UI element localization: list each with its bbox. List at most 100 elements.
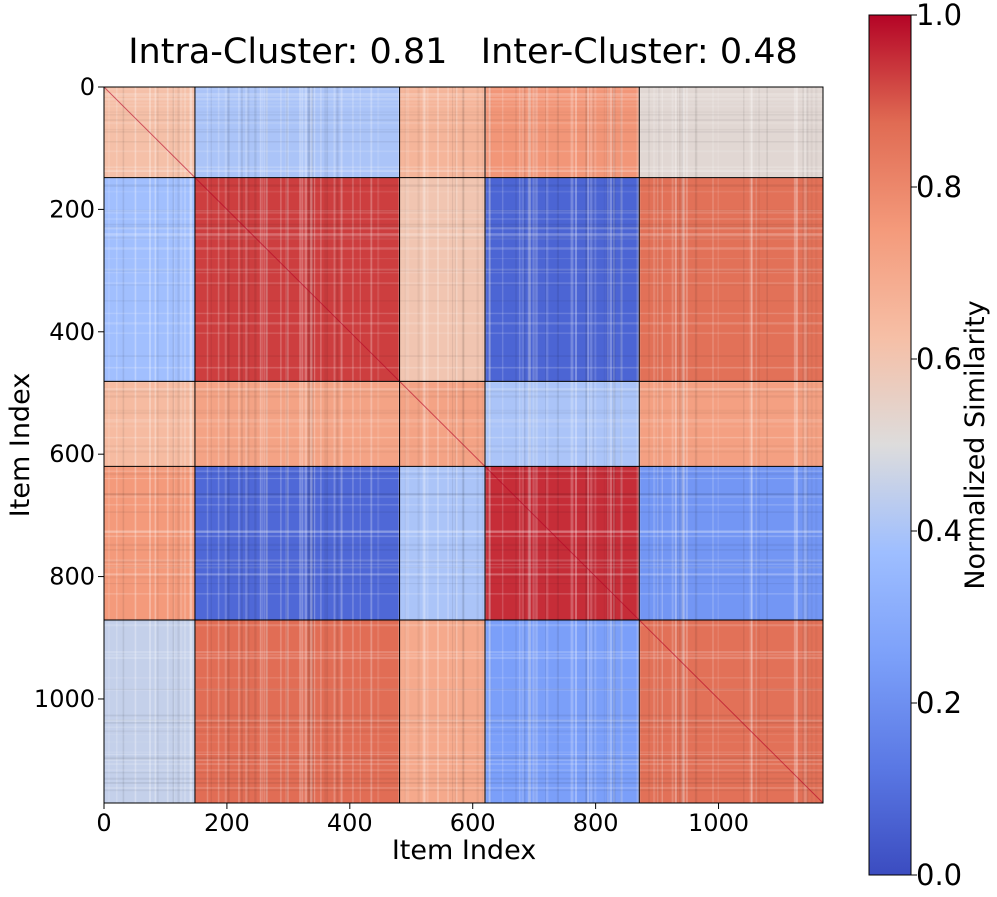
- column-stripe: [694, 87, 698, 803]
- colorbar-tick-label: 0.0: [916, 858, 962, 892]
- column-stripe: [286, 87, 288, 803]
- column-stripe: [476, 87, 479, 803]
- row-stripe: [104, 300, 823, 302]
- column-stripe: [455, 87, 458, 803]
- row-stripe: [104, 233, 823, 236]
- column-stripe: [259, 87, 262, 803]
- row-stripe: [104, 730, 823, 732]
- column-stripe: [535, 87, 538, 803]
- row-stripe: [104, 759, 823, 761]
- column-stripe: [528, 87, 531, 803]
- column-stripe: [261, 87, 264, 803]
- column-stripe: [758, 87, 760, 803]
- row-stripe: [104, 421, 823, 423]
- column-stripe: [308, 87, 311, 803]
- column-stripe: [612, 87, 615, 803]
- colorbar-tick-label: 0.6: [916, 342, 962, 376]
- column-stripe: [247, 87, 250, 803]
- column-stripe: [173, 87, 175, 803]
- column-stripe: [482, 87, 483, 803]
- row-stripe: [104, 111, 823, 113]
- row-stripe: [104, 88, 823, 91]
- row-stripe: [104, 447, 823, 450]
- column-stripe: [755, 87, 757, 803]
- column-stripe: [370, 87, 373, 803]
- column-stripe: [210, 87, 212, 803]
- row-stripe: [104, 726, 823, 729]
- column-stripe: [521, 87, 525, 803]
- column-stripe: [607, 87, 609, 803]
- heatmap-block-0-1: [194, 87, 400, 178]
- column-stripe: [815, 87, 817, 803]
- column-stripe: [590, 87, 592, 803]
- column-stripe: [529, 87, 531, 803]
- column-stripe: [299, 87, 302, 803]
- y-tick-label: 800: [49, 563, 95, 591]
- y-tick-label: 200: [49, 195, 95, 223]
- column-stripe: [304, 87, 308, 803]
- y-tick-label: 0: [80, 73, 95, 101]
- column-stripe: [795, 87, 798, 803]
- heatmap-block-1-0: [104, 177, 195, 382]
- column-stripe: [227, 87, 229, 803]
- x-tick-label: 200: [204, 809, 250, 837]
- row-stripe: [104, 756, 823, 759]
- column-stripe: [398, 87, 400, 803]
- row-stripe: [104, 119, 823, 121]
- row-stripe: [104, 322, 823, 325]
- heatmap-block-4-0: [104, 620, 195, 803]
- heatmap-block-3-4: [639, 466, 823, 621]
- column-stripe: [436, 87, 439, 803]
- heatmap-block-0-2: [399, 87, 486, 178]
- column-stripe: [678, 87, 681, 803]
- heatmap-block-2-1: [194, 381, 400, 467]
- row-stripe: [104, 530, 823, 533]
- column-stripe: [657, 87, 660, 803]
- row-stripe: [104, 395, 823, 398]
- column-stripe: [285, 87, 288, 803]
- column-stripe: [417, 87, 420, 803]
- column-stripe: [179, 87, 183, 803]
- row-stripe: [104, 237, 823, 239]
- heatmap-block-1-3: [485, 177, 640, 382]
- row-stripe: [104, 789, 823, 792]
- row-stripe: [104, 777, 823, 780]
- row-stripe: [104, 272, 823, 274]
- row-stripe: [104, 141, 823, 143]
- column-stripe: [805, 87, 808, 803]
- row-stripe: [104, 418, 823, 422]
- column-stripe: [228, 87, 231, 803]
- row-stripe: [104, 410, 823, 412]
- column-stripe: [657, 87, 659, 803]
- row-stripe: [104, 93, 823, 96]
- plot-frame: [103, 86, 824, 804]
- column-stripe: [336, 87, 339, 803]
- column-stripe: [245, 87, 248, 803]
- column-stripe: [572, 87, 574, 803]
- column-stripe: [422, 87, 425, 803]
- colorbar-label: Normalized Similarity: [960, 300, 991, 589]
- column-stripe: [523, 87, 526, 803]
- row-stripe: [104, 772, 823, 774]
- row-stripe: [104, 218, 823, 220]
- column-stripe: [172, 87, 175, 803]
- column-stripe: [654, 87, 656, 803]
- row-stripe: [104, 624, 823, 627]
- column-stripe: [310, 87, 312, 803]
- row-stripe: [104, 677, 823, 679]
- row-stripe: [104, 128, 823, 130]
- row-stripe: [104, 493, 823, 496]
- column-stripe: [515, 87, 517, 803]
- colorbar-tick-label: 0.8: [916, 170, 962, 204]
- heatmap-block-1-4: [639, 177, 823, 382]
- column-stripe: [594, 87, 597, 803]
- column-stripe: [534, 87, 536, 803]
- y-tick-label: 400: [49, 318, 95, 346]
- column-stripe: [108, 87, 110, 803]
- column-stripe: [518, 87, 521, 803]
- row-stripe: [104, 511, 823, 514]
- column-stripe: [671, 87, 674, 803]
- row-stripe: [104, 582, 823, 585]
- column-stripe: [811, 87, 813, 803]
- x-tick-label: 800: [573, 809, 619, 837]
